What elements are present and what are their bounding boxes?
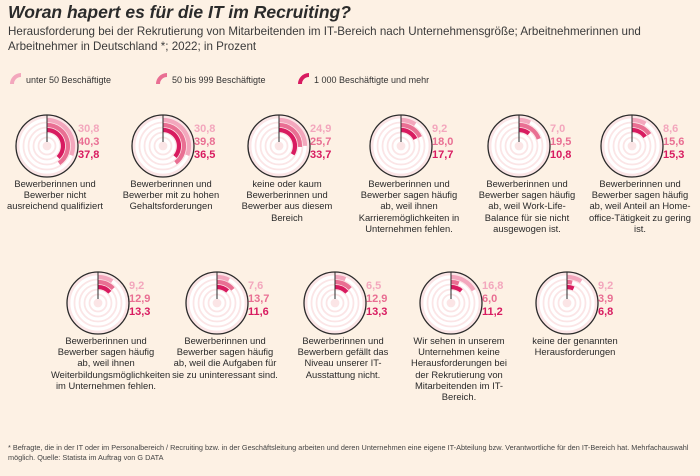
value-label-large: 36,5 [194, 149, 215, 161]
arc-mid [334, 279, 352, 291]
value-label-small: 6,5 [366, 280, 381, 292]
value-label-mid: 6,0 [482, 293, 497, 305]
value-label-mid: 3,9 [598, 293, 613, 305]
value-label-large: 33,7 [310, 149, 331, 161]
arc-mid [97, 279, 115, 291]
value-label-small: 9,2 [432, 123, 447, 135]
value-label-large: 10,8 [550, 149, 571, 161]
arc-small [278, 117, 308, 146]
value-label-small: 9,2 [129, 280, 144, 292]
category-label-9: Bewerberinnen und Bewerbern gefällt das … [297, 335, 389, 380]
value-label-large: 11,6 [248, 306, 269, 318]
category-label-4: Bewerberinnen und Bewerber sagen häufig … [358, 178, 460, 234]
value-label-small: 7,0 [550, 123, 565, 135]
chart-subtitle: Herausforderung bei der Rekrutierung von… [8, 25, 641, 53]
value-label-mid: 39,8 [194, 136, 215, 148]
value-label-mid: 25,7 [310, 136, 331, 148]
category-label-6: Bewerberinnen und Bewerber sagen häufig … [589, 178, 691, 234]
value-label-small: 7,6 [248, 280, 263, 292]
value-label-large: 6,8 [598, 306, 613, 318]
category-label-8: Bewerberinnen und Bewerber sagen häufig … [172, 335, 278, 380]
arc-large [400, 127, 418, 141]
radial-panel-9: 6,512,913,3 [303, 271, 387, 335]
legend-swatch-large [298, 73, 309, 84]
value-label-mid: 18,0 [432, 136, 453, 148]
arc-mid [450, 279, 460, 286]
arc-small [450, 274, 476, 292]
value-label-large: 17,7 [432, 149, 453, 161]
arc-large [46, 127, 66, 160]
value-label-small: 24,9 [310, 123, 331, 135]
arc-mid [46, 122, 71, 165]
category-label-7: Bewerberinnen und Bewerber sagen häufig … [51, 335, 171, 391]
radial-panel-8: 7,613,711,6 [185, 271, 269, 335]
arc-large [631, 127, 647, 139]
arc-mid [162, 122, 187, 165]
value-label-large: 13,3 [366, 306, 387, 318]
value-label-large: 13,3 [129, 306, 150, 318]
legend-label-mid: 50 bis 999 Beschäftigte [172, 75, 266, 85]
value-label-small: 30,8 [194, 123, 215, 135]
legend-label-large: 1 000 Beschäftigte und mehr [314, 75, 430, 85]
radial-panel-4: 9,218,017,7 [369, 114, 453, 178]
value-label-small: 9,2 [598, 280, 613, 292]
value-label-mid: 40,3 [78, 136, 99, 148]
legend-swatch-small [10, 73, 21, 84]
radial-panel-5: 7,019,510,8 [487, 114, 571, 178]
arc-large [278, 127, 298, 156]
category-label-3: keine oder kaum Bewerberinnen und Bewerb… [241, 178, 333, 223]
arc-mid [518, 122, 541, 140]
arc-small [46, 117, 76, 157]
value-label-large: 37,8 [78, 149, 99, 161]
value-label-mid: 12,9 [366, 293, 387, 305]
category-label-1: Bewerberinnen und Bewerber nicht ausreic… [7, 178, 103, 212]
arc-mid [216, 279, 235, 291]
radial-panel-1: 30,840,337,8 [15, 114, 99, 178]
legend-label-small: unter 50 Beschäftigte [26, 75, 112, 85]
radial-panel-2: 30,839,836,5 [131, 114, 215, 178]
radial-panel-7: 9,212,913,3 [66, 271, 150, 335]
radial-panel-11: 9,23,96,8 [535, 271, 613, 335]
value-label-mid: 19,5 [550, 136, 571, 148]
arc-mid [631, 122, 652, 136]
category-label-10: Wir sehen in unserem Unternehmen keine H… [411, 335, 507, 403]
category-label-2: Bewerberinnen und Bewerber mit zu hohen … [122, 178, 220, 212]
arc-mid [400, 122, 422, 139]
arc-small [334, 274, 347, 282]
radial-panel-10: 16,86,011,2 [419, 271, 503, 335]
legend: unter 50 Beschäftigte 50 bis 999 Beschäf… [8, 71, 698, 87]
category-label-11: keine der genannten Herausforderungen [532, 335, 618, 358]
arc-mid [566, 279, 573, 285]
arc-small [162, 117, 192, 157]
arc-large [566, 284, 575, 291]
footnote: * Befragte, die in der IT oder im Person… [8, 443, 689, 462]
value-label-large: 11,2 [482, 306, 503, 318]
value-label-small: 16,8 [482, 280, 503, 292]
radial-panel-3: 24,925,733,7 [247, 114, 331, 178]
arc-mid [278, 122, 303, 148]
arc-large [162, 127, 182, 158]
value-label-mid: 12,9 [129, 293, 150, 305]
legend-swatch-mid [156, 73, 167, 84]
value-label-large: 15,3 [663, 149, 684, 161]
value-label-mid: 13,7 [248, 293, 269, 305]
chart-title: Woran hapert es für die IT im Recruiting… [8, 2, 351, 22]
value-label-small: 30,8 [78, 123, 99, 135]
radial-panel-6: 8,615,615,3 [600, 114, 684, 178]
category-label-5: Bewerberinnen und Bewerber sagen häufig … [478, 178, 576, 234]
value-label-mid: 15,6 [663, 136, 684, 148]
arc-small [518, 117, 531, 125]
value-label-small: 8,6 [663, 123, 678, 135]
